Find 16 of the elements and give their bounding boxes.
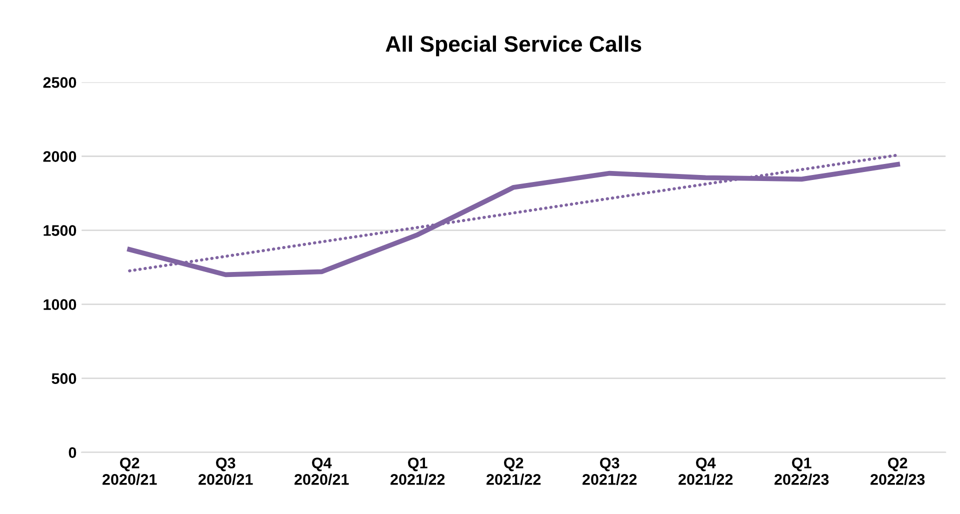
x-tick-label: Q4 2021/22 — [678, 458, 733, 486]
y-tick-label: 2000 — [43, 151, 76, 162]
x-tick-label: Q1 2022/23 — [774, 458, 829, 486]
chart-title: All Special Service Calls — [386, 36, 642, 56]
x-tick-label: Q2 2021/22 — [486, 458, 541, 486]
y-tick-label: 0 — [68, 447, 76, 458]
x-tick-label: Q1 2021/22 — [390, 458, 445, 486]
y-tick-label: 2500 — [43, 77, 76, 88]
y-tick-label: 500 — [52, 373, 76, 384]
x-tick-label: Q3 2020/21 — [198, 458, 253, 486]
x-tick-label: Q4 2020/21 — [294, 458, 349, 486]
y-tick-label: 1000 — [44, 299, 76, 310]
x-tick-label: Q2 2020/21 — [102, 458, 157, 486]
y-tick-label: 1500 — [44, 225, 76, 236]
x-tick-label: Q2 2022/23 — [870, 458, 925, 486]
x-tick-label: Q3 2021/22 — [582, 458, 637, 486]
